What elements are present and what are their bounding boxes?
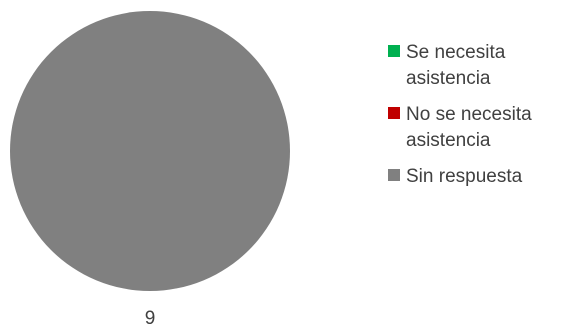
- legend-label: Se necesita asistencia: [406, 42, 506, 89]
- legend-item: No se necesita asistencia: [388, 102, 572, 154]
- pie-slice: [10, 11, 290, 291]
- legend: Se necesita asistencia No se necesita as…: [388, 40, 572, 200]
- legend-label: Sin respuesta: [406, 166, 523, 187]
- legend-item: Se necesita asistencia: [388, 40, 572, 92]
- legend-swatch: [388, 107, 400, 119]
- data-label: 9: [145, 308, 156, 326]
- legend-label: No se necesita asistencia: [406, 104, 532, 151]
- legend-item: Sin respuesta: [388, 164, 572, 190]
- pie-slices: [10, 11, 290, 291]
- legend-swatch: [388, 45, 400, 57]
- legend-swatch: [388, 169, 400, 181]
